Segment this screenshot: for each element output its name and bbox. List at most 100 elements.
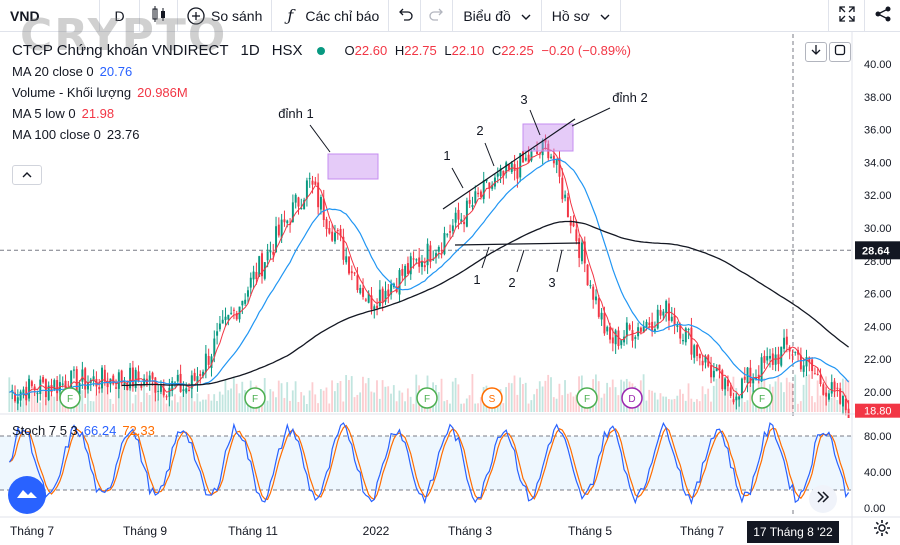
volume-bar [533, 394, 536, 412]
candle-body [176, 374, 179, 382]
volume-bar [718, 375, 721, 412]
event-marker-label: F [584, 394, 590, 405]
ma5-legend-row[interactable]: MA 5 low 0 21.98 [12, 103, 631, 124]
volume-bar [827, 401, 830, 412]
candle-body [364, 299, 367, 301]
volume-bar [348, 380, 350, 412]
ma100-value: 23.76 [106, 127, 140, 142]
candle-body [830, 382, 833, 394]
volume-bar [687, 383, 690, 412]
volume-bar [606, 382, 609, 412]
candle-body [566, 197, 569, 218]
candle-body [522, 151, 525, 163]
symbol-search[interactable]: VND [0, 0, 100, 32]
neckline [454, 242, 581, 246]
volume-bar [617, 395, 620, 412]
candle-body [199, 374, 202, 376]
indicators-button[interactable]: ƒ Các chỉ báo [272, 0, 390, 32]
candle-body [690, 327, 693, 355]
volume-bar [530, 400, 533, 412]
scroll-down-button[interactable] [805, 42, 827, 62]
candle-body [47, 385, 50, 400]
last-price-label: 18.80 [864, 406, 892, 418]
chevron-down-icon [521, 8, 531, 24]
volume-bar [89, 401, 92, 412]
candle-body [634, 337, 637, 339]
volume-bar [216, 400, 218, 412]
compare-button[interactable]: So sánh [178, 0, 273, 32]
candle-body [101, 367, 104, 389]
volume-bar [300, 392, 303, 412]
volume-legend-row[interactable]: Volume - Khối lượng 20.986M [12, 82, 631, 103]
crosshair-date-label: 17 Tháng 8 '22 [753, 525, 833, 539]
volume-bar [690, 398, 693, 412]
lower-point-label: 1 [473, 272, 480, 287]
ma100-legend-row[interactable]: MA 100 close 0 23.76 [12, 124, 631, 145]
candle-body [839, 388, 842, 404]
volume-bar [566, 393, 569, 412]
candle-body [115, 387, 118, 389]
indicators-label: Các chỉ báo [305, 7, 380, 24]
candle-body [665, 300, 668, 313]
volume-bar [303, 395, 305, 412]
volume-bar [645, 400, 648, 412]
candle-body [305, 180, 308, 199]
volume-bar [620, 379, 623, 412]
volume-bar [642, 374, 645, 412]
candle-body [390, 284, 393, 295]
volume-bar [218, 391, 221, 412]
last-price-badge [855, 403, 900, 418]
candle-body [42, 377, 45, 383]
volume-bar [656, 399, 659, 412]
candle-body [721, 370, 724, 390]
volume-bar [406, 388, 409, 412]
profile-menu-button[interactable]: Hồ sơ [542, 0, 621, 32]
candle-body [14, 392, 16, 402]
volume-bar [165, 403, 168, 412]
scroll-right-button[interactable] [809, 485, 837, 513]
candle-body [496, 173, 499, 177]
volume-bar [359, 392, 362, 412]
stoch-legend[interactable]: Stoch 7 5 3 66.24 72.33 [12, 423, 155, 438]
candle-body [432, 259, 435, 261]
candle-body [266, 251, 269, 261]
price-tick-label: 26.00 [864, 289, 892, 301]
volume-bar [11, 393, 14, 412]
volume-bar [527, 403, 530, 412]
share-button[interactable] [864, 0, 900, 32]
volume-bar [704, 394, 707, 412]
candle-body [423, 265, 426, 268]
collapse-legend-button[interactable] [12, 165, 42, 185]
candle-body [471, 205, 474, 207]
candle-body [36, 393, 39, 395]
candle-body [550, 156, 553, 159]
fullscreen-button[interactable] [828, 0, 864, 32]
candle-body [202, 371, 205, 377]
time-tick-label: Tháng 5 [568, 524, 612, 538]
chart-menu-button[interactable]: Biểu đồ [453, 0, 542, 32]
candle-body [454, 212, 457, 223]
volume-bar [550, 377, 552, 412]
volume-bar [783, 392, 785, 412]
ma20-legend-row[interactable]: MA 20 close 0 20.76 [12, 61, 631, 82]
volume-bar [558, 383, 561, 412]
undo-button[interactable] [389, 0, 422, 32]
candle-body [415, 259, 418, 261]
candle-body [463, 221, 466, 225]
stoch-label: Stoch 7 5 3 [12, 423, 78, 438]
interval-button[interactable]: D [100, 0, 140, 32]
maximize-pane-button[interactable] [829, 42, 851, 62]
redo-button[interactable] [421, 0, 454, 32]
candle-body [72, 369, 75, 371]
volume-bar [224, 379, 227, 412]
candle-body [272, 251, 275, 255]
candle-body [642, 326, 645, 332]
settings-button[interactable] [872, 519, 892, 540]
volume-bar [412, 403, 415, 412]
chart-style-button[interactable] [140, 0, 178, 32]
candle-body [533, 148, 536, 150]
candle-body [350, 271, 353, 274]
logo-badge[interactable] [8, 476, 46, 514]
volume-bar [370, 391, 373, 412]
